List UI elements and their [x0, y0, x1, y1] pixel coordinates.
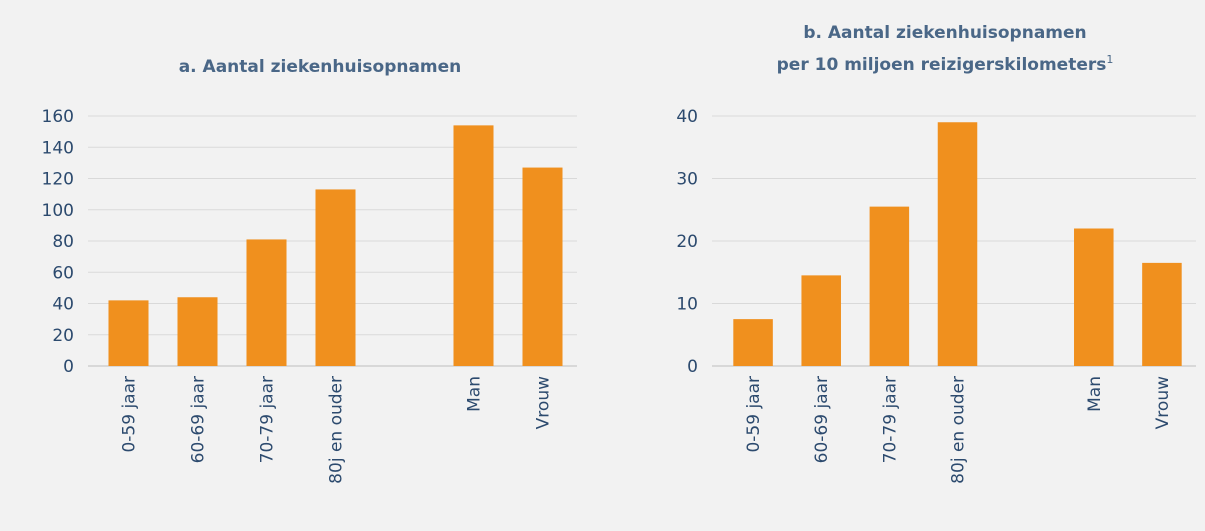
bar — [1142, 262, 1182, 366]
x-tick-label: 70-79 jaar — [258, 376, 278, 463]
chart-title: b. Aantal ziekenhuisopnamen — [803, 23, 1086, 43]
y-tick-label: 140 — [42, 138, 74, 158]
title-line: a. Aantal ziekenhuisopnamen — [179, 57, 462, 77]
y-tick-label: 40 — [676, 107, 698, 127]
x-tick-label: 80j en ouder — [327, 376, 347, 484]
title-note: 1 — [1106, 53, 1113, 66]
x-tick-label: Man — [1085, 376, 1105, 412]
bar — [315, 189, 356, 366]
y-tick-label: 80 — [52, 232, 74, 252]
bar — [177, 297, 218, 366]
y-tick-label: 160 — [42, 107, 74, 127]
x-tick-label: 60-69 jaar — [189, 376, 209, 463]
bar — [522, 167, 563, 366]
y-tick-label: 0 — [63, 357, 74, 377]
x-tick-label: 70-79 jaar — [880, 376, 900, 463]
bar — [1074, 228, 1114, 366]
bar — [801, 275, 841, 366]
bar — [453, 125, 494, 366]
y-tick-label: 100 — [42, 201, 74, 221]
y-tick-label: 60 — [52, 263, 74, 283]
y-tick-label: 0 — [687, 357, 698, 377]
y-tick-label: 40 — [52, 295, 74, 315]
chart-title: per 10 miljoen reizigerskilometers1 — [777, 53, 1114, 75]
title-line: b. Aantal ziekenhuisopnamen — [803, 23, 1086, 43]
bar — [733, 319, 773, 366]
x-tick-label: 60-69 jaar — [812, 376, 832, 463]
x-tick-label: Man — [465, 376, 485, 412]
y-tick-label: 30 — [676, 170, 698, 190]
y-tick-label: 120 — [42, 170, 74, 190]
bar — [937, 122, 978, 366]
chart-title: a. Aantal ziekenhuisopnamen — [179, 57, 462, 77]
bar — [246, 239, 287, 366]
y-tick-label: 20 — [52, 326, 74, 346]
bar — [108, 300, 149, 366]
x-tick-label: 0-59 jaar — [744, 376, 764, 453]
x-tick-label: 0-59 jaar — [120, 376, 140, 453]
y-tick-label: 10 — [676, 295, 698, 315]
x-tick-label: 80j en ouder — [949, 376, 969, 484]
title-line: per 10 miljoen reizigerskilometers — [777, 55, 1107, 75]
x-tick-label: Vrouw — [1153, 376, 1173, 429]
y-tick-label: 20 — [676, 232, 698, 252]
bar — [869, 206, 910, 366]
x-tick-label: Vrouw — [534, 376, 554, 429]
